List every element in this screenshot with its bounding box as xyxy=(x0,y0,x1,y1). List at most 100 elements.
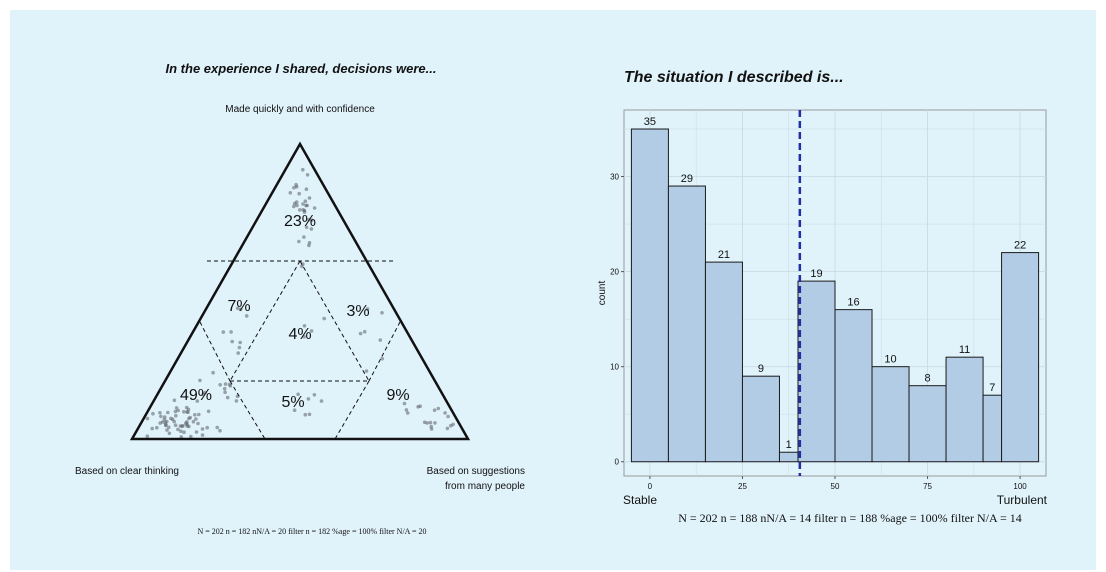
triad-dot xyxy=(218,428,222,433)
triad-dot xyxy=(191,419,196,424)
histogram-x-ticks: 0 25 50 75 100 xyxy=(648,476,1027,491)
triad-dot xyxy=(365,307,370,311)
triad-dot xyxy=(195,399,200,403)
triad-dot xyxy=(150,426,154,431)
triad-dot xyxy=(297,208,302,212)
triad-dot xyxy=(307,196,312,200)
histogram-bar-label-7: 10 xyxy=(884,354,896,366)
histogram-bar-10 xyxy=(982,394,1003,463)
triad-region-bottom-center-label: 5% xyxy=(281,394,304,411)
triad-divider-right-lower xyxy=(334,380,370,440)
triad-dot xyxy=(196,421,200,426)
triad-dot xyxy=(306,397,311,401)
histogram-y-tick-label: 30 xyxy=(610,173,619,182)
triad-dot xyxy=(302,334,306,339)
triad-dot xyxy=(237,345,242,350)
triad-dot xyxy=(194,417,198,421)
triad-dot xyxy=(296,392,300,397)
histogram-x-tick-label: 25 xyxy=(738,482,747,491)
triad-dot xyxy=(173,409,178,414)
triad-dot xyxy=(189,434,193,439)
triad-dot xyxy=(288,191,293,195)
triad-dot xyxy=(178,424,183,428)
triad-dot xyxy=(229,330,233,334)
triad-dot xyxy=(305,173,310,177)
histogram-y-ticks: 0 10 20 30 xyxy=(610,173,624,467)
triad-dot xyxy=(176,427,180,432)
triad-dot xyxy=(181,424,185,428)
triad-dot xyxy=(362,329,367,334)
triad-dot xyxy=(169,416,173,421)
triad-outline xyxy=(129,141,471,441)
triad-dot xyxy=(163,423,168,428)
histogram-bar-label-3: 9 xyxy=(758,363,764,375)
histogram-chart: The situation I described is... 35 29 21 9 1… xyxy=(597,69,1048,525)
histogram-bar-label-4: 1 xyxy=(786,439,792,451)
triad-dot xyxy=(238,307,243,312)
histogram-bar-label-0: 35 xyxy=(644,116,656,128)
triad-dot xyxy=(364,369,369,373)
triad-dot xyxy=(297,191,302,196)
triad-region-middle-left-label: 7% xyxy=(227,298,250,315)
triad-inner-lines xyxy=(199,260,401,440)
triad-dot xyxy=(307,241,312,245)
triad-dot xyxy=(304,225,309,230)
histogram-bar-1 xyxy=(667,185,706,463)
triad-dot xyxy=(303,199,308,203)
triad-dot xyxy=(172,419,176,424)
triad-dot xyxy=(182,430,186,435)
triad-dot xyxy=(176,408,180,413)
triad-divider-right-upper xyxy=(368,321,401,382)
triad-dot xyxy=(225,395,230,400)
triad-dot xyxy=(235,306,240,311)
triad-dot xyxy=(173,423,178,428)
histogram-bar-6 xyxy=(834,309,873,463)
triad-dot xyxy=(309,329,314,333)
triad-dot xyxy=(429,427,434,431)
triad-dot xyxy=(451,422,455,427)
triad-dot xyxy=(215,425,219,430)
triad-dot xyxy=(218,383,222,387)
triad-dot xyxy=(380,356,385,361)
triad-dot xyxy=(292,204,296,209)
triad-dot xyxy=(234,399,239,403)
triad-dot xyxy=(200,433,205,437)
triad-dot xyxy=(205,425,209,430)
report-canvas: In the experience I shared, decisions we… xyxy=(10,10,1096,570)
histogram-footer: N = 202 n = 188 nN/A = 14 filter n = 188… xyxy=(678,511,1022,525)
histogram-x-start-label: Stable xyxy=(623,493,657,507)
histogram-bar-7 xyxy=(871,366,910,463)
histogram-bar-9 xyxy=(945,356,984,463)
triad-dot xyxy=(167,431,172,436)
histogram-x-end-label: Turbulent xyxy=(997,493,1048,507)
triad-divider-left-diag xyxy=(229,260,301,382)
triad-dot xyxy=(158,421,162,425)
histogram-bar-label-11: 22 xyxy=(1014,240,1026,252)
histogram-y-tick-label: 10 xyxy=(610,363,619,372)
triad-dot xyxy=(172,398,177,403)
triad-dot xyxy=(301,202,305,206)
triad-dot xyxy=(358,331,363,336)
triad-dot xyxy=(292,185,296,190)
triad-region-bottom-left-label: 49% xyxy=(180,387,212,404)
triad-dot xyxy=(179,429,183,434)
triad-divider-left-lower xyxy=(229,380,266,440)
triad-dot xyxy=(301,167,305,172)
histogram-bar-label-5: 19 xyxy=(810,268,822,280)
triad-dot xyxy=(223,382,228,386)
triad-dot xyxy=(322,316,327,321)
histogram-y-axis-label: count xyxy=(597,281,608,306)
triad-dot xyxy=(165,419,169,424)
triad-dot xyxy=(294,200,299,204)
triad-dot xyxy=(151,411,155,416)
triad-dot xyxy=(244,314,249,318)
histogram-x-tick-label: 75 xyxy=(923,482,932,491)
triad-dot xyxy=(294,182,298,187)
triad-dot xyxy=(182,410,186,414)
triad-dot xyxy=(159,414,163,419)
triad-dot xyxy=(174,406,179,410)
histogram-x-tick-label: 50 xyxy=(831,482,840,491)
triad-dot xyxy=(200,427,205,431)
histogram-bar-label-2: 21 xyxy=(718,249,730,261)
triad-right-label-line2: from many people xyxy=(445,481,525,492)
